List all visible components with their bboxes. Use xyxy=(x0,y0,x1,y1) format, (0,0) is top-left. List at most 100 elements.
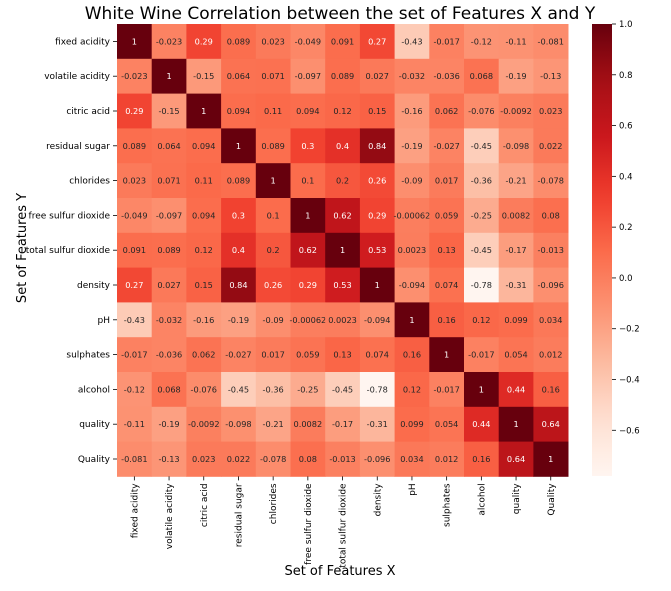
cell-value-label: 0.12 xyxy=(333,106,351,116)
cell-value-label: 0.64 xyxy=(542,419,560,429)
y-tick-label: Quality xyxy=(78,455,111,465)
y-tick-label: free sulfur dioxide xyxy=(29,211,111,221)
heatmap-cell xyxy=(117,163,153,199)
cell-value-label: -0.21 xyxy=(263,419,284,429)
cell-value-label: -0.16 xyxy=(193,315,214,325)
heatmap-cell xyxy=(290,441,326,477)
colorbar-tick-label: 0.4 xyxy=(619,172,633,182)
heatmap-cell xyxy=(464,128,500,164)
heatmap-cell xyxy=(186,372,222,408)
heatmap-cell xyxy=(394,93,430,129)
cell-value-label: 0.091 xyxy=(331,36,354,46)
cell-value-label: -0.31 xyxy=(367,419,388,429)
heatmap-cells: 1 -0.023 0.29 0.089 0.023 -0.049 0.091 0.27 -0.4… xyxy=(117,24,569,477)
x-tick-label: residual sugar xyxy=(234,483,244,547)
cell-value-label: 0.054 xyxy=(504,350,527,360)
cell-value-label: -0.25 xyxy=(471,210,492,220)
colorbar-ticks: 1.0 0.8 0.6 0.4 0.2 0.0 −0.2 −0.4 −0.6 xyxy=(612,20,640,436)
cell-value-label: 0.017 xyxy=(261,350,284,360)
heatmap-cell xyxy=(359,441,395,477)
heatmap-cell xyxy=(429,198,465,234)
heatmap-cell xyxy=(394,302,430,338)
heatmap-cell xyxy=(325,267,361,303)
cell-value-label: -0.12 xyxy=(471,36,492,46)
cell-value-label: 0.064 xyxy=(227,71,250,81)
cell-value-label: 0.089 xyxy=(331,71,354,81)
heatmap-cell xyxy=(359,128,395,164)
heatmap-cell xyxy=(359,93,395,129)
cell-value-label: -0.017 xyxy=(433,36,459,46)
heatmap-cell xyxy=(290,198,326,234)
heatmap-cell xyxy=(151,93,187,129)
heatmap-cell xyxy=(255,198,291,234)
cell-value-label: 0.4 xyxy=(232,245,245,255)
colorbar-tick-label: 0.2 xyxy=(619,223,633,233)
cell-value-label: 0.022 xyxy=(539,141,562,151)
cell-value-label: -0.16 xyxy=(401,106,422,116)
x-tick-label: citric acid xyxy=(200,483,210,527)
heatmap-cell xyxy=(359,24,395,60)
heatmap-cell xyxy=(359,267,395,303)
cell-value-label: 0.071 xyxy=(261,71,284,81)
cell-value-label: 0.84 xyxy=(368,141,386,151)
cell-value-label: -0.078 xyxy=(260,454,286,464)
cell-value-label: 0.44 xyxy=(472,419,490,429)
heatmap-cell xyxy=(429,441,465,477)
cell-value-label: 0.034 xyxy=(400,454,423,464)
chart-title: White Wine Correlation between the set o… xyxy=(85,4,596,24)
cell-value-label: 0.13 xyxy=(333,350,351,360)
heatmap-cell xyxy=(394,24,430,60)
heatmap-cell xyxy=(255,93,291,129)
cell-value-label: 0.071 xyxy=(157,176,180,186)
colorbar xyxy=(592,24,612,476)
heatmap-cell xyxy=(325,198,361,234)
cell-value-label: -0.31 xyxy=(505,280,526,290)
heatmap-cell xyxy=(498,163,534,199)
heatmap-cell xyxy=(221,128,257,164)
cell-value-label: -0.21 xyxy=(505,176,526,186)
cell-value-label: -0.098 xyxy=(225,419,251,429)
heatmap-cell xyxy=(533,441,569,477)
cell-value-label: 0.022 xyxy=(227,454,250,464)
cell-value-label: -0.36 xyxy=(471,176,492,186)
cell-value-label: -0.78 xyxy=(367,384,388,394)
cell-value-label: 0.84 xyxy=(229,280,247,290)
cell-value-label: 0.027 xyxy=(157,280,180,290)
heatmap-cell xyxy=(186,198,222,234)
heatmap-cell xyxy=(498,406,534,442)
cell-value-label: 0.62 xyxy=(299,245,317,255)
colorbar-tick-label: −0.6 xyxy=(619,426,640,436)
cell-value-label: -0.032 xyxy=(156,315,182,325)
cell-value-label: 1 xyxy=(340,245,345,255)
heatmap-cell xyxy=(394,267,430,303)
cell-value-label: -0.45 xyxy=(228,384,249,394)
heatmap-cell xyxy=(429,58,465,94)
cell-value-label: -0.027 xyxy=(225,350,251,360)
cell-value-label: 0.27 xyxy=(125,280,143,290)
heatmap-cell xyxy=(221,163,257,199)
heatmap-cell xyxy=(255,302,291,338)
y-tick-label: density xyxy=(77,281,111,291)
heatmap-cell xyxy=(429,163,465,199)
heatmap-cell xyxy=(325,337,361,373)
cell-value-label: -0.19 xyxy=(401,141,422,151)
cell-value-label: -0.017 xyxy=(468,350,494,360)
cell-value-label: -0.15 xyxy=(193,71,214,81)
heatmap-cell xyxy=(117,302,153,338)
y-tick-label: alcohol xyxy=(78,385,110,395)
heatmap-cell xyxy=(533,58,569,94)
heatmap-cell xyxy=(464,406,500,442)
cell-value-label: -0.19 xyxy=(228,315,249,325)
cell-value-label: -0.45 xyxy=(332,384,353,394)
cell-value-label: 1 xyxy=(409,315,414,325)
heatmap-cell xyxy=(464,58,500,94)
cell-value-label: 0.11 xyxy=(195,176,213,186)
cell-value-label: -0.09 xyxy=(401,176,422,186)
colorbar-tick-label: 0.8 xyxy=(619,71,633,81)
y-tick-label: chlorides xyxy=(69,177,110,187)
cell-value-label: 0.023 xyxy=(539,106,562,116)
cell-value-label: -0.094 xyxy=(399,280,425,290)
cell-value-label: 0.12 xyxy=(472,315,490,325)
heatmap-cell xyxy=(186,267,222,303)
cell-value-label: -0.11 xyxy=(505,36,526,46)
